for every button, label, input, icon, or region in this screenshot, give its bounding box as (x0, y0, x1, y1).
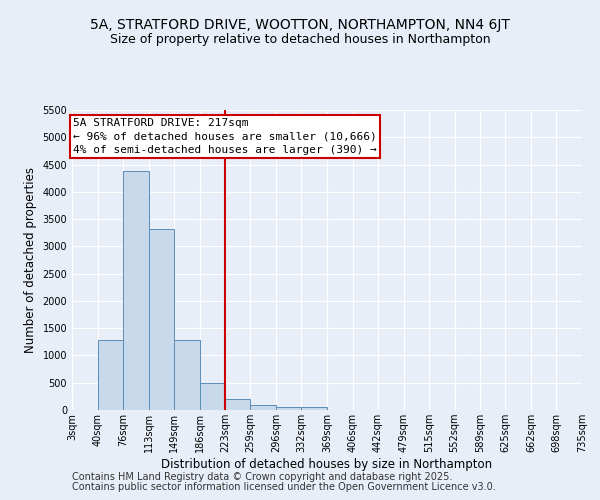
Bar (123, 171, 149, 410)
Bar (301, 407, 327, 410)
Bar (276, 407, 301, 410)
Text: 5A STRATFORD DRIVE: 217sqm
← 96% of detached houses are smaller (10,666)
4% of s: 5A STRATFORD DRIVE: 217sqm ← 96% of deta… (73, 118, 377, 154)
Bar (250, 405, 276, 410)
Bar (149, 230, 174, 410)
Text: Contains HM Land Registry data © Crown copyright and database right 2025.: Contains HM Land Registry data © Crown c… (72, 472, 452, 482)
Bar (98, 340, 123, 410)
Text: Size of property relative to detached houses in Northampton: Size of property relative to detached ho… (110, 32, 490, 46)
Text: Contains public sector information licensed under the Open Government Licence v3: Contains public sector information licen… (72, 482, 496, 492)
Bar (225, 399, 250, 410)
Text: 5A, STRATFORD DRIVE, WOOTTON, NORTHAMPTON, NN4 6JT: 5A, STRATFORD DRIVE, WOOTTON, NORTHAMPTO… (90, 18, 510, 32)
Bar (199, 382, 225, 410)
Bar (174, 340, 199, 410)
X-axis label: Distribution of detached houses by size in Northampton: Distribution of detached houses by size … (161, 458, 493, 471)
Y-axis label: Number of detached properties: Number of detached properties (24, 167, 37, 353)
